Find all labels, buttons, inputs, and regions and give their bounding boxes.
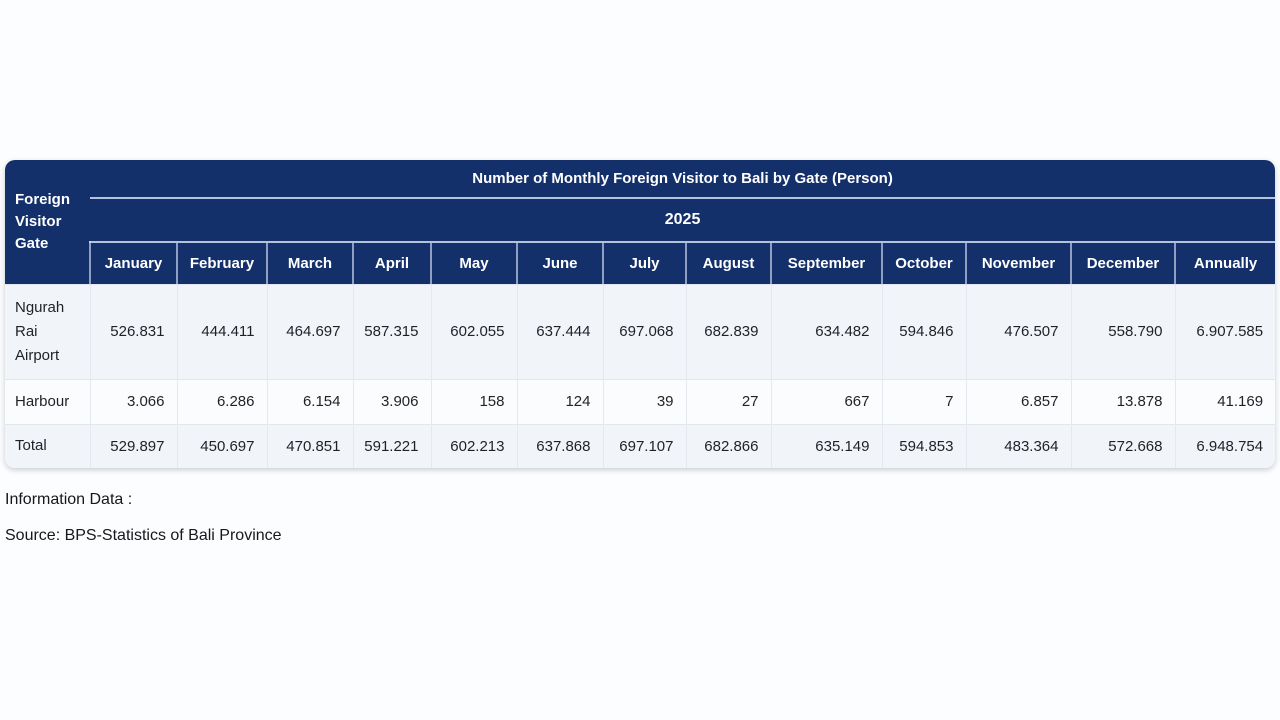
data-cell: 682.866 [685,423,771,468]
data-cell: 27 [685,378,771,424]
gate-column-header: Foreign Visitor Gate [5,160,90,284]
data-cell: 6.948.754 [1174,423,1275,468]
row-label: Harbour [5,378,90,424]
data-cell: 444.411 [176,283,267,379]
column-header-february: February [176,241,267,284]
months-header-row: January February March April May June July Augu… [5,241,1275,284]
table-header: Foreign Visitor Gate Number of Monthly F… [5,160,1275,284]
column-header-april: April [352,241,431,284]
data-cell: 602.213 [430,423,517,468]
column-header-september: September [770,241,882,284]
data-cell: 667 [770,378,882,424]
data-cell: 594.846 [881,283,966,379]
column-header-june: June [516,241,603,284]
column-header-annually: Annually [1173,241,1275,284]
data-cell: 591.221 [352,423,431,468]
data-cell: 587.315 [352,283,431,379]
column-header-july: July [602,241,686,284]
data-cell: 41.169 [1174,378,1275,424]
column-header-december: December [1070,241,1175,284]
column-header-may: May [430,241,517,284]
data-cell: 697.068 [602,283,686,379]
table-row: Total 529.897 450.697 470.851 591.221 602.213… [5,423,1275,468]
source-text: Source: BPS-Statistics of Bali Province [5,527,282,544]
row-label: Ngurah Rai Airport [5,283,90,379]
table-row: Harbour 3.066 6.286 6.154 3.906 158 124 39 27 667… [5,378,1275,424]
data-cell: 6.907.585 [1174,283,1275,379]
data-cell: 450.697 [176,423,267,468]
data-cell: 602.055 [430,283,517,379]
data-cell: 470.851 [266,423,353,468]
data-cell: 594.853 [881,423,966,468]
data-cell: 697.107 [602,423,686,468]
data-cell: 635.149 [770,423,882,468]
column-header-november: November [965,241,1071,284]
data-cell: 3.906 [352,378,431,424]
data-cell: 558.790 [1070,283,1175,379]
data-cell: 6.857 [965,378,1071,424]
table-title: Number of Monthly Foreign Visitor to Bal… [90,160,1275,198]
data-cell: 13.878 [1070,378,1175,424]
data-cell: 637.444 [516,283,603,379]
data-cell: 483.364 [965,423,1071,468]
table-body: Ngurah Rai Airport 526.831 444.411 464.697 5… [5,283,1275,468]
column-header-october: October [881,241,966,284]
data-cell: 682.839 [685,283,771,379]
column-header-march: March [266,241,353,284]
data-cell: 3.066 [89,378,177,424]
column-header-august: August [685,241,771,284]
data-cell: 572.668 [1070,423,1175,468]
data-cell: 158 [430,378,517,424]
information-data-label: Information Data : [5,491,133,508]
column-header-january: January [89,241,177,284]
data-cell: 124 [516,378,603,424]
row-label: Total [5,423,90,468]
data-cell: 634.482 [770,283,882,379]
data-cell: 526.831 [89,283,177,379]
footer: Information Data : Source: BPS-Statistic… [5,490,282,562]
data-cell: 7 [881,378,966,424]
visitor-table-card: Foreign Visitor Gate Number of Monthly F… [5,160,1275,468]
data-cell: 464.697 [266,283,353,379]
title-row: Foreign Visitor Gate Number of Monthly F… [5,160,1275,284]
data-cell: 6.286 [176,378,267,424]
year-row: 2025 [5,197,1275,242]
table-row: Ngurah Rai Airport 526.831 444.411 464.697 5… [5,283,1275,379]
data-cell: 637.868 [516,423,603,468]
year-header: 2025 [90,197,1275,242]
visitor-table: Foreign Visitor Gate Number of Monthly F… [5,160,1275,468]
data-cell: 476.507 [965,283,1071,379]
data-cell: 6.154 [266,378,353,424]
data-cell: 39 [602,378,686,424]
data-cell: 529.897 [89,423,177,468]
